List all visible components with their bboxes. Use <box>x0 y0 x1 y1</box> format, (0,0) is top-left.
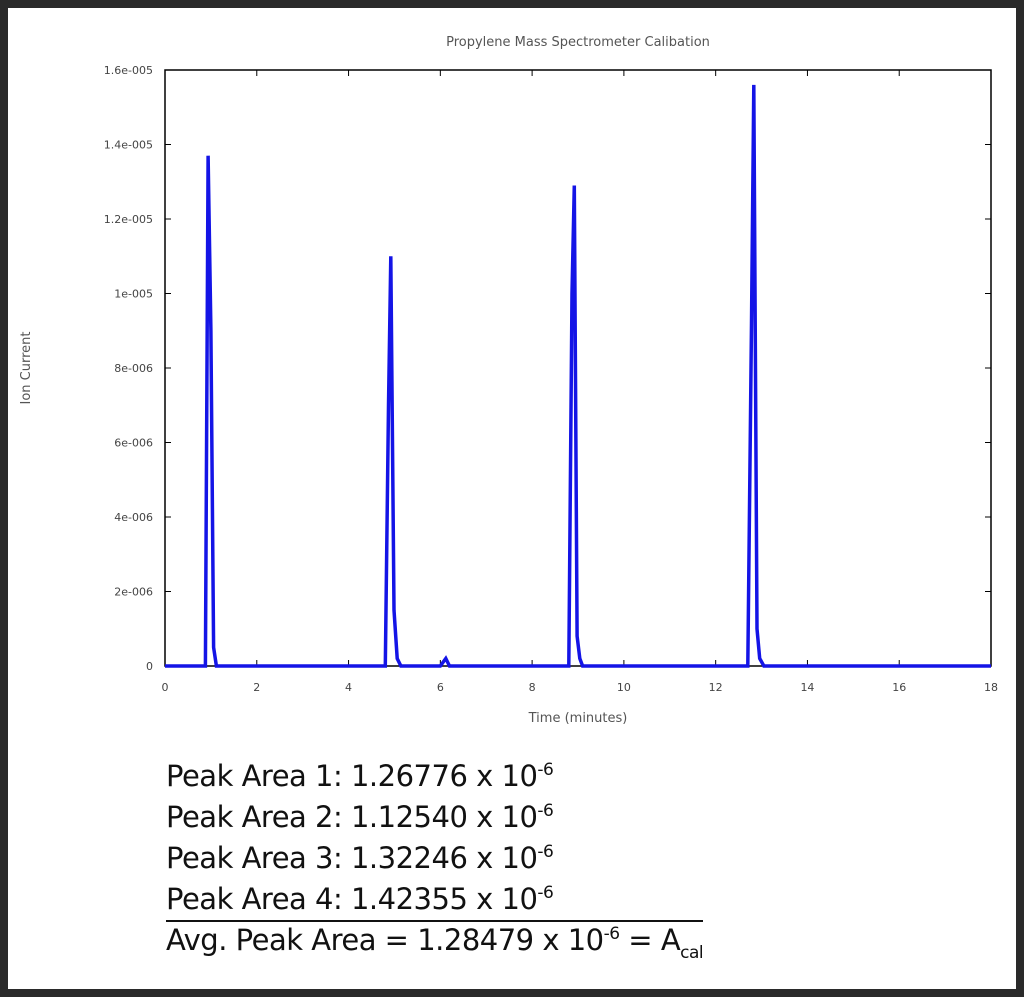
peak-area-label: Peak Area 2: <box>166 800 343 834</box>
peak-area-row: Peak Area 3: 1.32246 x 10-6 <box>166 838 703 879</box>
peak-area-underlined: Peak Area 4: 1.42355 x 10-6 <box>166 879 704 922</box>
peak-area-exponent: -6 <box>537 801 554 821</box>
peak-area-label: Peak Area 4: <box>166 882 343 916</box>
peak-area-row: Peak Area 4: 1.42355 x 10-6 <box>166 879 704 922</box>
series-layer <box>164 84 992 668</box>
peak-area-label: Peak Area 1: <box>166 759 343 793</box>
x-tick-label: 6 <box>437 681 444 694</box>
peak-area-row: Peak Area 1: 1.26776 x 10-6 <box>166 756 703 797</box>
average-suffix: = A <box>619 923 681 957</box>
peak-area-value: 1.12540 x 10 <box>350 800 538 834</box>
y-tick-label: 4e-006 <box>114 511 153 524</box>
x-tick-label: 10 <box>617 681 631 694</box>
x-tick-label: 8 <box>529 681 536 694</box>
y-axis-label: Ion Current <box>19 332 34 405</box>
peak-area-value: 1.26776 x 10 <box>350 759 538 793</box>
y-tick-label: 2e-006 <box>114 586 153 599</box>
average-row: Avg. Peak Area = 1.28479 x 10-6 = Acal <box>166 920 704 963</box>
peak-area-value: 1.42355 x 10 <box>350 882 538 916</box>
y-tick-label: 6e-006 <box>114 437 153 450</box>
peak-area-exponent: -6 <box>537 883 554 903</box>
peak-area-value: 1.32246 x 10 <box>350 841 538 875</box>
average-label: Avg. Peak Area = 1.28479 x 10 <box>166 923 604 957</box>
average-exponent: -6 <box>603 924 620 944</box>
x-tick-label: 4 <box>345 681 352 694</box>
peak-area-label: Peak Area 3: <box>166 841 343 875</box>
peak-area-exponent: -6 <box>537 760 554 780</box>
x-tick-label: 12 <box>709 681 723 694</box>
results-block: Peak Area 1: 1.26776 x 10-6 Peak Area 2:… <box>166 756 704 963</box>
peak-area-row: Peak Area 2: 1.12540 x 10-6 <box>166 797 703 838</box>
chart-title: Propylene Mass Spectrometer Calibation <box>446 35 710 50</box>
x-axis-label: Time (minutes) <box>528 711 628 726</box>
x-tick-label: 0 <box>162 681 169 694</box>
axis-ticks: 0 2 4 6 8 10 12 14 16 18 0 2e-006 4e-006 6e-006 8e-006… <box>104 64 998 694</box>
x-tick-label: 14 <box>800 681 814 694</box>
x-tick-label: 18 <box>984 681 998 694</box>
y-tick-label: 1.4e-005 <box>104 139 153 152</box>
x-tick-label: 16 <box>892 681 906 694</box>
x-tick-label: 2 <box>253 681 260 694</box>
y-tick-label: 1.2e-005 <box>104 213 153 226</box>
chart: Propylene Mass Spectrometer Calibation T… <box>19 35 998 726</box>
y-tick-label: 8e-006 <box>114 362 153 375</box>
peak-area-exponent: -6 <box>537 842 554 862</box>
y-tick-label: 1.6e-005 <box>104 64 153 77</box>
y-tick-label: 0 <box>146 660 153 673</box>
average-subscript: cal <box>680 943 704 963</box>
y-tick-label: 1e-005 <box>114 288 153 301</box>
